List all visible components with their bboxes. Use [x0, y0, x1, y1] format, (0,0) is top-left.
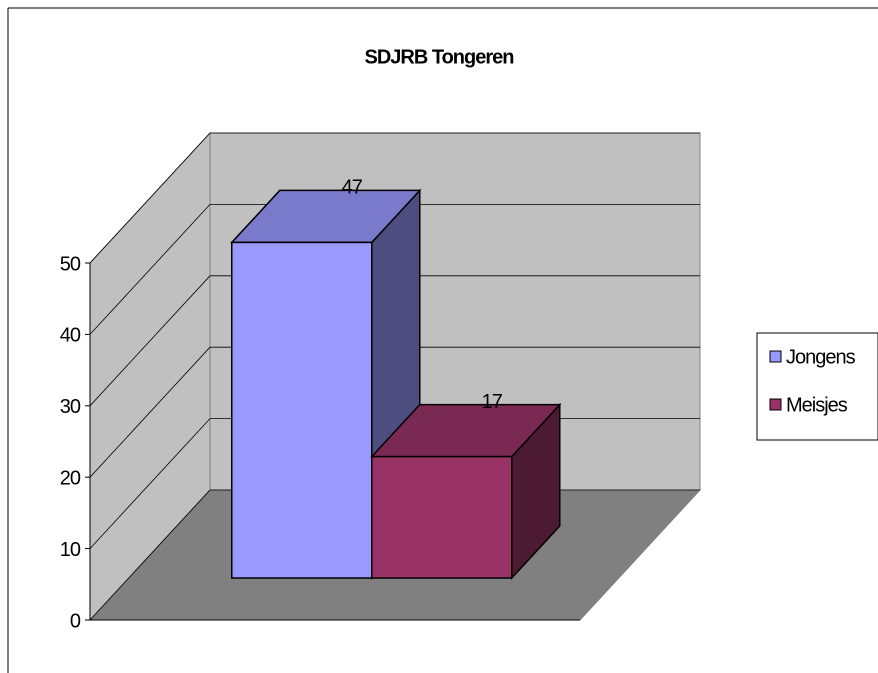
y-tick-label: 50 [60, 253, 81, 275]
y-tick-label: 30 [60, 396, 81, 418]
data-label: 17 [482, 391, 503, 413]
legend-label: Meisjes [786, 394, 848, 416]
legend-label: Jongens [786, 346, 856, 368]
legend-swatch [769, 350, 782, 363]
grid-line [89, 203, 700, 335]
y-tick-label: 10 [60, 539, 81, 561]
grid-line [89, 275, 700, 407]
legend-swatch [769, 398, 782, 411]
bar [371, 455, 513, 579]
grid-line [89, 346, 700, 478]
data-label: 47 [342, 177, 363, 199]
y-tick-label: 20 [60, 467, 81, 489]
grid-line [89, 132, 700, 264]
bar [231, 241, 373, 579]
chart-title: SDJRB Tongeren [365, 46, 514, 68]
y-tick-label: 0 [70, 610, 81, 632]
y-tick-label: 40 [60, 325, 81, 347]
